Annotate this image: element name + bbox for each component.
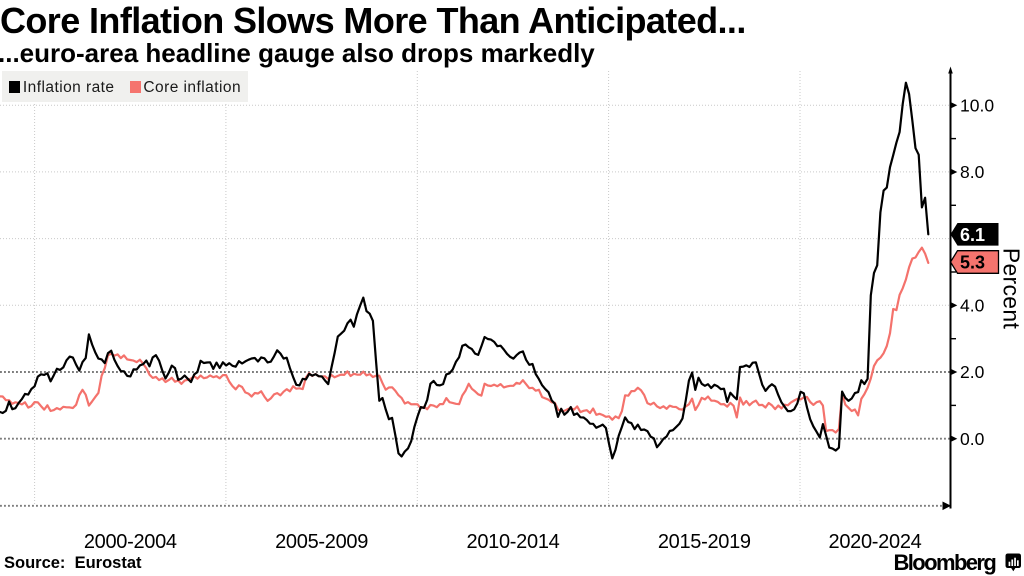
svg-text:2000-2004: 2000-2004: [84, 531, 177, 553]
svg-text:10.0: 10.0: [960, 96, 994, 116]
svg-text:5.3: 5.3: [960, 253, 985, 273]
svg-text:0.0: 0.0: [960, 429, 985, 449]
svg-text:2.0: 2.0: [960, 362, 985, 382]
svg-text:2005-2009: 2005-2009: [275, 531, 368, 553]
svg-text:8.0: 8.0: [960, 162, 985, 182]
svg-text:2015-2019: 2015-2019: [658, 531, 751, 553]
svg-text:2020-2024: 2020-2024: [829, 531, 922, 553]
svg-text:Percent: Percent: [999, 248, 1024, 330]
svg-text:4.0: 4.0: [960, 296, 985, 316]
svg-text:2010-2014: 2010-2014: [467, 531, 560, 553]
svg-text:6.1: 6.1: [960, 225, 985, 245]
